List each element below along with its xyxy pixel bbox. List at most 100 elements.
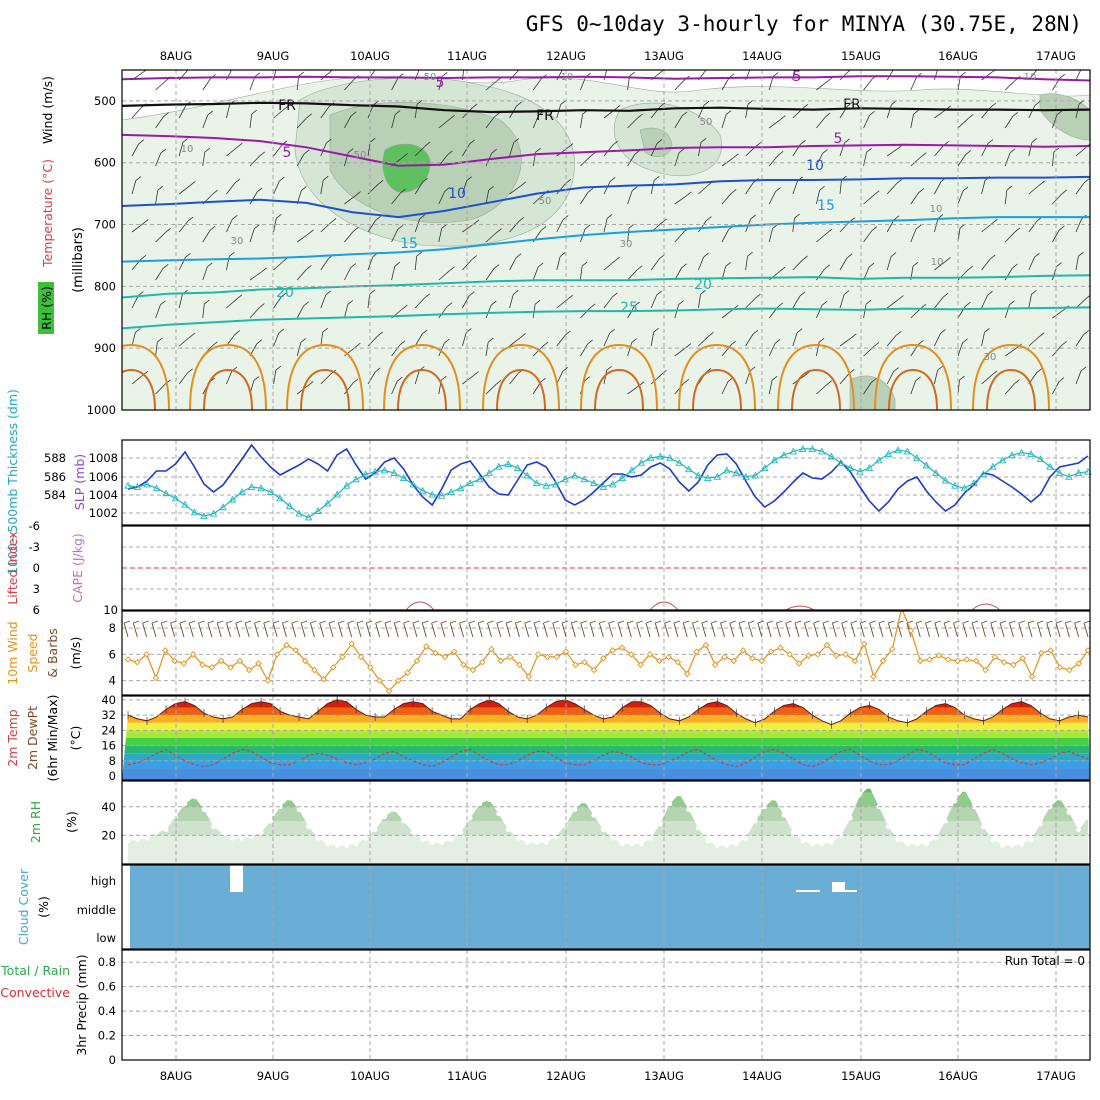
wind-barb — [1052, 345, 1062, 357]
cloud-level-tick: middle — [77, 903, 116, 917]
wind-barb — [650, 294, 658, 309]
wind10-point — [609, 647, 616, 654]
wind10-point — [385, 687, 393, 695]
rh2m-point — [429, 840, 435, 845]
wind-barb — [344, 382, 354, 395]
wind-barb — [1028, 142, 1033, 157]
wind-barb — [414, 370, 420, 385]
rh-contour-label: 50 — [539, 196, 552, 207]
wind-barb — [202, 152, 206, 167]
wind-barb-flag — [987, 139, 994, 144]
thickness-point — [599, 483, 608, 490]
isotherm-30 — [972, 343, 1050, 410]
wind-barb-flag — [708, 331, 714, 337]
rh2m-point — [686, 807, 692, 813]
wind10-point — [628, 651, 635, 658]
wind10-point — [711, 661, 719, 669]
isotherm-30 — [286, 343, 364, 410]
wind-barb — [367, 294, 371, 309]
wind-barb-flag — [140, 254, 147, 260]
wind-barb-flag — [821, 300, 828, 306]
thickness-point — [304, 513, 313, 521]
wind10-point — [292, 647, 300, 654]
wind-barb-flag — [1038, 332, 1045, 337]
wind-barb-flag — [725, 262, 731, 267]
thickness-point — [523, 471, 531, 479]
wind-barb-flag — [234, 178, 241, 184]
wind10-point — [553, 653, 560, 661]
wind-barb-flag — [254, 224, 260, 229]
wind10-point — [245, 666, 253, 674]
rh2m-point — [857, 792, 863, 798]
wind-barb — [768, 191, 776, 205]
wind10-barb — [999, 622, 1005, 638]
wind-barb — [886, 183, 897, 195]
wind-barb — [745, 297, 756, 309]
wind10-barb-flag — [235, 620, 242, 624]
cloud-gap — [796, 890, 820, 892]
wind-barb — [556, 219, 564, 233]
wind-barb — [178, 142, 184, 157]
wind-barb — [768, 119, 781, 129]
wind10-point — [488, 645, 495, 653]
wind-barb-flag — [873, 190, 880, 196]
thickness-point — [409, 480, 417, 488]
wind-barb-flag — [207, 110, 214, 116]
isotherm-line — [122, 306, 1090, 330]
wind-barb-flag — [301, 186, 307, 191]
isotherm-label: 5 — [834, 131, 843, 147]
date-label-top: 12AUG — [546, 49, 586, 63]
ylabel-thickness: 1000~500mb Thickness (dm) — [5, 389, 20, 575]
isotherm-35 — [203, 368, 253, 410]
wind-barb-flag — [562, 366, 568, 372]
wind-barb — [910, 77, 917, 91]
lifted-index-tick: -3 — [29, 540, 40, 554]
wind-barb-flag — [1059, 225, 1065, 231]
thickness-point — [913, 453, 921, 461]
wind-barb-flag — [446, 302, 453, 307]
wind-barb — [981, 180, 986, 195]
isotherm-30 — [580, 343, 658, 410]
thickness-point — [513, 463, 522, 471]
cape-bump — [785, 605, 815, 611]
date-label-bottom: 15AUG — [841, 1069, 881, 1083]
wind10-barb — [151, 622, 157, 638]
wind-barb — [438, 191, 446, 205]
rh2m-point — [182, 801, 188, 807]
wind10-point — [777, 644, 784, 651]
isotherm-35 — [791, 368, 841, 410]
rh2m-point — [410, 830, 416, 835]
wind10-point — [739, 647, 747, 654]
rh2m-point — [1019, 841, 1024, 847]
wind-barb — [1028, 220, 1038, 233]
wind-barb-flag — [471, 255, 478, 260]
wind-barb — [981, 374, 993, 385]
wind-barb — [273, 296, 282, 309]
y-tick-label: 1000 — [87, 403, 116, 417]
rh2m-point — [1085, 815, 1090, 821]
wind10-point — [916, 657, 924, 665]
wind10-barb — [440, 622, 446, 638]
wind-barb-flag — [537, 262, 544, 268]
wind-barb — [957, 118, 969, 129]
wind-barb-flag — [755, 142, 762, 147]
wind-barb-flag — [520, 333, 526, 338]
temp-color-band — [122, 760, 1090, 769]
wind-barb — [627, 190, 633, 205]
wind-barb-flag — [703, 100, 710, 106]
isotherm-35 — [496, 368, 546, 410]
wind-barb-flag — [780, 115, 786, 120]
wind10-barb — [953, 622, 958, 638]
wind10-point — [674, 658, 682, 666]
rh2m-point — [486, 797, 492, 803]
wind10-point — [581, 658, 588, 666]
date-label-bottom: 13AUG — [644, 1069, 684, 1083]
wind-barb — [698, 184, 710, 195]
rh2m-point — [125, 838, 131, 844]
wind-barb-flag — [967, 114, 974, 119]
wind-barb — [532, 381, 541, 395]
wind-barb-flag — [416, 251, 422, 257]
ylabel-wind: Wind (m/s) — [40, 76, 55, 144]
ylabel-temp-units: (°C) — [68, 726, 83, 751]
wind-barb — [344, 267, 352, 281]
